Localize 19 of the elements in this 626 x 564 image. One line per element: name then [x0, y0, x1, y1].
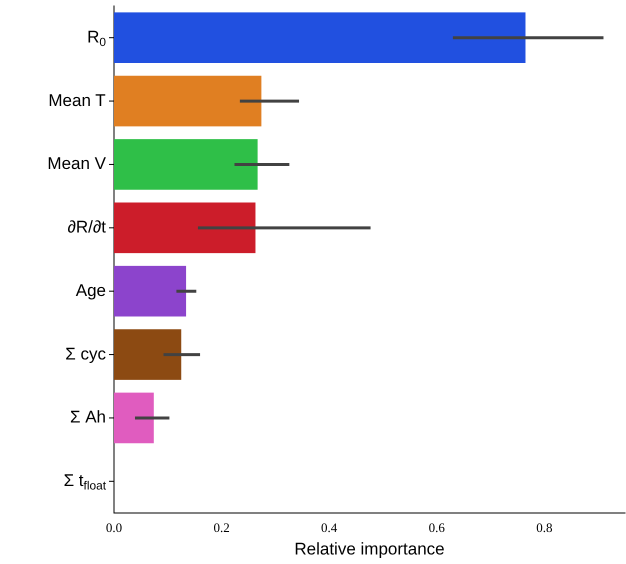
x-tick-label: 0.6	[428, 520, 446, 536]
y-tick-label: Σ cyc	[65, 344, 106, 364]
bar	[114, 202, 256, 254]
x-tick-label: 0.8	[536, 520, 552, 536]
bar	[114, 392, 154, 444]
bar	[114, 139, 258, 190]
x-axis-title: Relative importance	[294, 539, 445, 558]
y-tick-label: Mean V	[47, 154, 107, 174]
bar	[114, 329, 182, 380]
bar	[114, 76, 262, 126]
x-tick-label: 0.2	[213, 520, 230, 536]
y-tick-label: ∂R/∂t	[67, 218, 106, 236]
bar	[114, 12, 526, 64]
y-tick-label: Mean T	[48, 90, 106, 110]
x-tick-label: 0.0	[106, 520, 122, 536]
x-tick-label: 0.4	[321, 520, 338, 536]
y-tick-label: Age	[76, 280, 106, 300]
bar	[114, 266, 186, 317]
y-tick-label: Σ Ah	[70, 408, 106, 427]
